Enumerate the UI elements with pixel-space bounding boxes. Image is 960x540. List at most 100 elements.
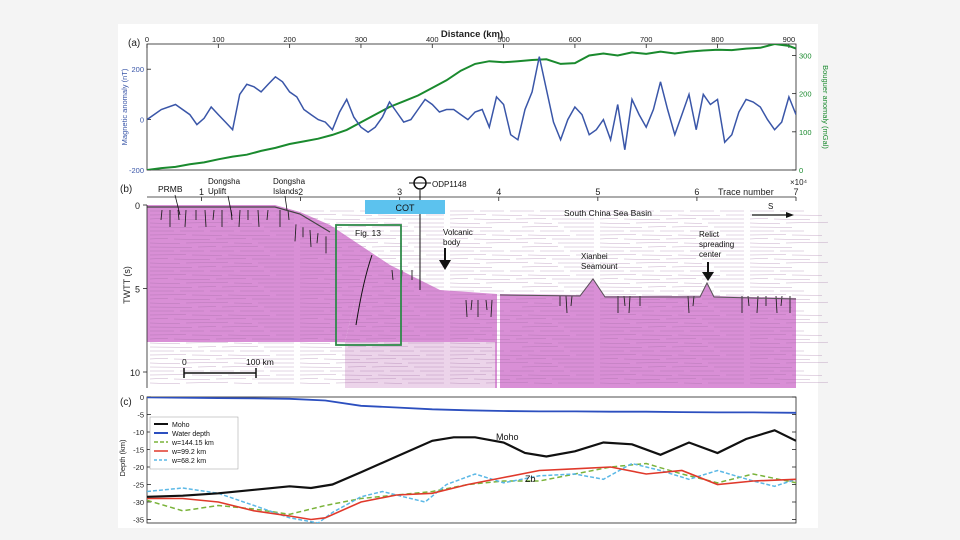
bouguer-tick-label: 200 xyxy=(799,90,812,99)
legend-w68: w=68.2 km xyxy=(171,458,206,465)
seismic-reflector xyxy=(149,254,823,256)
legend-moho: Moho xyxy=(172,422,190,429)
distance-tick-label: 500 xyxy=(497,35,510,44)
depth-tick-label: -5 xyxy=(137,411,144,420)
seismic-reflector xyxy=(149,322,829,324)
fault-mark xyxy=(177,209,180,221)
direction-arrow-head xyxy=(786,212,794,218)
seismic-reflector xyxy=(149,354,823,356)
trace-tick-label: 2 xyxy=(298,187,303,197)
relict-label-1: Relict xyxy=(699,230,720,239)
twtt-tick-label: 10 xyxy=(130,368,140,378)
legend: Moho Water depth w=144.15 km w=99.2 km w… xyxy=(149,416,239,470)
fig13-box xyxy=(335,224,402,346)
seismic-reflector xyxy=(149,334,823,336)
panel-a-frame xyxy=(146,43,797,171)
dongsha-uplift-pointer xyxy=(227,195,233,217)
trace-tick-label: 1 xyxy=(199,187,204,197)
distance-axis-title: Distance (km) xyxy=(441,29,503,40)
seismic-reflector xyxy=(149,326,793,328)
bouguer-tick-label: 100 xyxy=(799,128,812,137)
moho-line xyxy=(147,429,796,498)
panel-a: (a) Distance (km) 0 100 200 300 400 500 600 700… xyxy=(120,29,830,175)
xianbei-label-1: Xianbei xyxy=(581,252,608,261)
seismic-reflector xyxy=(149,338,811,340)
trace-tick-label: 5 xyxy=(595,187,600,197)
distance-ticks: 0 100 200 300 400 500 600 700 800 900 xyxy=(145,35,795,48)
fig13-label: Fig. 13 xyxy=(355,228,381,238)
cot-bar xyxy=(365,200,445,214)
distance-tick-label: 900 xyxy=(783,35,796,44)
scale-bar-start: 0 xyxy=(182,357,187,367)
fault-mark xyxy=(490,299,493,318)
fault-mark xyxy=(316,233,319,244)
distance-tick-label: 700 xyxy=(640,35,653,44)
dongsha-uplift-label-2: Uplift xyxy=(208,187,227,196)
panel-c: (c) 0 -5 -10 -15 -20 -25 -30 -35 Depth (km) Moh… xyxy=(118,393,797,525)
fault-mark xyxy=(257,209,260,228)
depth-tick-label: -25 xyxy=(133,481,144,490)
basin-label: South China Sea Basin xyxy=(564,208,652,218)
depth-ticks: 0 -5 -10 -15 -20 -25 -30 -35 xyxy=(133,393,796,525)
depth-tick-label: -10 xyxy=(133,428,144,437)
fault-mark xyxy=(309,229,312,248)
trace-tick-label: 3 xyxy=(397,187,402,197)
relict-arrow-head xyxy=(702,272,714,281)
zb-curve-label: Zb xyxy=(525,474,536,484)
fault-mark xyxy=(692,295,695,307)
fault-mark xyxy=(628,295,631,314)
distance-tick-label: 800 xyxy=(711,35,724,44)
water-depth-line xyxy=(147,397,796,414)
seismic-reflector xyxy=(149,258,811,260)
distance-tick-label: 400 xyxy=(426,35,439,44)
fault-mark xyxy=(687,295,690,314)
seismic-reflector xyxy=(149,278,811,280)
relict-label-2: spreading xyxy=(699,240,734,249)
fault-mark xyxy=(780,295,783,307)
moho-curve-label: Moho xyxy=(496,432,519,442)
panel-b: (b) 0 5 10 1 2 3 4 5 6 7 TWTT (s) Trace number ×… xyxy=(120,176,829,388)
dongsha-uplift-label-1: Dongsha xyxy=(208,177,241,186)
twtt-ticks: 0 5 10 xyxy=(130,201,147,378)
fault-mark xyxy=(160,209,163,221)
twtt-axis-title: TWTT (s) xyxy=(122,266,132,304)
magnetic-tick-label: 0 xyxy=(140,116,144,125)
magnetic-tick-label: 200 xyxy=(131,65,144,74)
seismic-reflector xyxy=(149,274,823,276)
seismic-reflector xyxy=(149,378,811,380)
fault-mark xyxy=(485,299,488,311)
depth-tick-label: -30 xyxy=(133,498,144,507)
seismic-reflector xyxy=(149,286,793,288)
seismic-reflector xyxy=(149,382,829,384)
distance-tick-label: 200 xyxy=(283,35,296,44)
seismic-reflector xyxy=(149,246,793,248)
seismic-reflector xyxy=(149,266,793,268)
seismic-reflector xyxy=(149,282,829,284)
fault-mark xyxy=(570,295,573,307)
depth-axis-title: Depth (km) xyxy=(118,439,127,477)
seismic-reflector xyxy=(149,346,793,348)
xianbei-label-2: Seamount xyxy=(581,262,618,271)
seismic-reflector xyxy=(149,226,793,228)
depth-tick-label: -35 xyxy=(133,516,144,525)
depth-tick-label: 0 xyxy=(140,393,144,402)
fault-mark xyxy=(204,209,207,228)
fault-mark xyxy=(212,209,215,221)
fault-mark xyxy=(184,209,187,228)
fault-mark xyxy=(565,295,568,314)
magnetic-anomaly-line xyxy=(147,56,796,150)
trace-tick-label: 4 xyxy=(496,187,501,197)
fault-mark xyxy=(756,295,759,314)
depth-tick-label: -20 xyxy=(133,463,144,472)
dongsha-islands-label-2: Islands xyxy=(273,187,298,196)
volcanic-arrow-head xyxy=(439,260,451,270)
panel-c-label: (c) xyxy=(120,397,132,408)
distance-tick-label: 300 xyxy=(355,35,368,44)
fault-mark xyxy=(266,209,269,221)
direction-label: S xyxy=(768,202,773,211)
fault-mark xyxy=(623,295,626,307)
distance-tick-label: 600 xyxy=(569,35,582,44)
legend-w99: w=99.2 km xyxy=(171,449,206,456)
fault-mark xyxy=(470,299,473,311)
